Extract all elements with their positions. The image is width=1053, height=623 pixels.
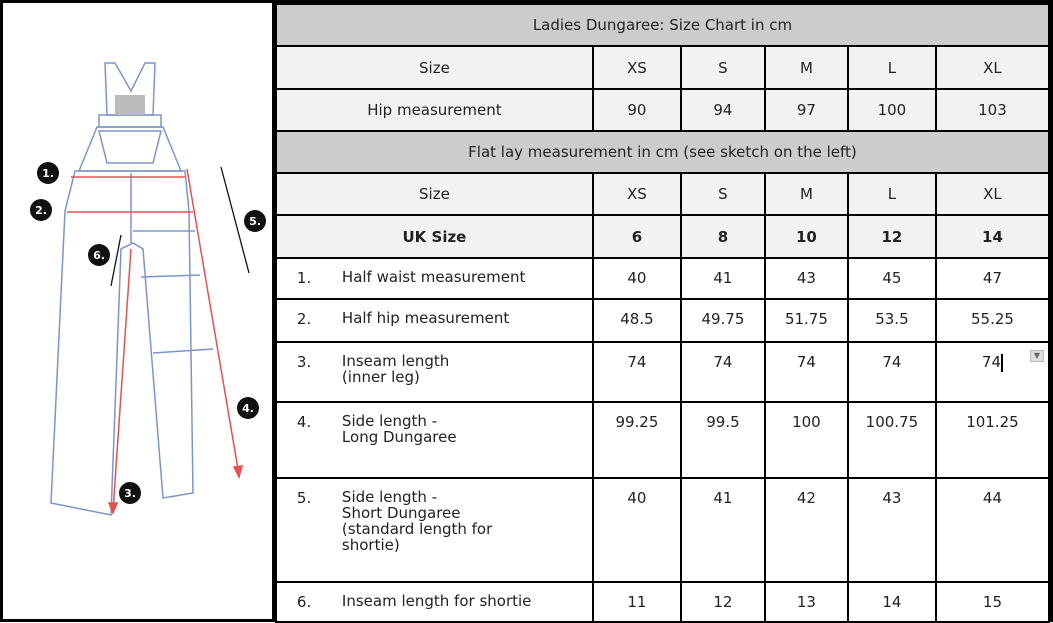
hip-cell: 100 bbox=[846, 88, 937, 132]
flat-size-row: Size XS S M L XL bbox=[274, 172, 1051, 216]
measurement-row: 4. Side length - Long Dungaree 99.25 99.5 10… bbox=[274, 401, 1051, 479]
value-cell: 41 bbox=[679, 477, 766, 583]
value-cell: 40 bbox=[591, 257, 682, 300]
uk-cell: 12 bbox=[846, 214, 937, 259]
size-chart-table: Ladies Dungaree: Size Chart in cm Size X… bbox=[274, 3, 1051, 623]
uk-size-row: UK Size 6 8 10 12 14 bbox=[274, 214, 1051, 259]
value-cell: 13 bbox=[763, 581, 849, 623]
dungaree-drawing: 1. 2. 3. 4. 5. 6. bbox=[30, 62, 266, 516]
measurement-row: 6. Inseam length for shortie 11 12 13 14 15 bbox=[274, 581, 1051, 623]
value-cell: 41 bbox=[679, 257, 766, 300]
row-label: Inseam length for shortie bbox=[333, 581, 594, 623]
measurement-row: 2. Half hip measurement 48.5 49.75 51.75 53.5… bbox=[274, 298, 1051, 343]
uk-size-label: UK Size bbox=[274, 214, 594, 259]
uk-cell: 6 bbox=[591, 214, 682, 259]
value-cell: 49.75 bbox=[679, 298, 766, 343]
size-cell: S bbox=[679, 172, 766, 216]
size-label: Size bbox=[274, 172, 594, 216]
value-cell: 43 bbox=[763, 257, 849, 300]
hip-row: Hip measurement 90 94 97 100 103 bbox=[274, 88, 1051, 132]
hip-cell: 94 bbox=[679, 88, 766, 132]
value-cell-editing[interactable]: 74 bbox=[934, 341, 1051, 403]
size-cell: S bbox=[679, 45, 766, 90]
value-cell: 48.5 bbox=[591, 298, 682, 343]
uk-cell: 10 bbox=[763, 214, 849, 259]
marker-5: 5. bbox=[249, 215, 261, 228]
size-label: Size bbox=[274, 45, 594, 90]
chart-title: Ladies Dungaree: Size Chart in cm bbox=[274, 3, 1051, 47]
dropdown-arrow-icon[interactable]: ▼ bbox=[1030, 350, 1044, 362]
size-cell: L bbox=[846, 45, 937, 90]
marker-6: 6. bbox=[93, 249, 105, 262]
row-number: 3. bbox=[274, 341, 334, 403]
chart-title-row: Ladies Dungaree: Size Chart in cm bbox=[274, 3, 1051, 47]
value-cell: 74 bbox=[679, 341, 766, 403]
size-cell: M bbox=[763, 45, 849, 90]
value-cell: 14 bbox=[846, 581, 937, 623]
size-cell: L bbox=[846, 172, 937, 216]
value-cell: 12 bbox=[679, 581, 766, 623]
row-number: 2. bbox=[274, 298, 334, 343]
hip-cell: 103 bbox=[934, 88, 1051, 132]
measurement-row: 5. Side length - Short Dungaree (standard… bbox=[274, 477, 1051, 583]
value-cell: 55.25 bbox=[934, 298, 1051, 343]
hip-cell: 97 bbox=[763, 88, 849, 132]
row-number: 4. bbox=[274, 401, 334, 479]
value-cell: 74 bbox=[846, 341, 937, 403]
text-cursor bbox=[1001, 353, 1003, 372]
row-number: 5. bbox=[274, 477, 334, 583]
value-cell: 100 bbox=[763, 401, 849, 479]
marker-1: 1. bbox=[42, 167, 54, 180]
row-label: Half waist measurement bbox=[333, 257, 594, 300]
value-cell: 15 bbox=[934, 581, 1051, 623]
uk-cell: 8 bbox=[679, 214, 766, 259]
flat-lay-title: Flat lay measurement in cm (see sketch o… bbox=[274, 130, 1051, 174]
value-cell: 43 bbox=[846, 477, 937, 583]
value-cell: 44 bbox=[934, 477, 1051, 583]
row-label: Side length - Short Dungaree (standard l… bbox=[333, 477, 594, 583]
value-cell: 99.25 bbox=[591, 401, 682, 479]
size-cell: XS bbox=[591, 172, 682, 216]
hip-label: Hip measurement bbox=[274, 88, 594, 132]
size-cell: XL bbox=[934, 172, 1051, 216]
row-number: 6. bbox=[274, 581, 334, 623]
row-label: Half hip measurement bbox=[333, 298, 594, 343]
hip-cell: 90 bbox=[591, 88, 682, 132]
value-cell: 74 bbox=[763, 341, 849, 403]
value-cell: 51.75 bbox=[763, 298, 849, 343]
size-cell: XL bbox=[934, 45, 1051, 90]
value-cell: 40 bbox=[591, 477, 682, 583]
value-cell: 11 bbox=[591, 581, 682, 623]
size-cell: XS bbox=[591, 45, 682, 90]
row-label: Side length - Long Dungaree bbox=[333, 401, 594, 479]
value-cell: 47 bbox=[934, 257, 1051, 300]
row-number: 1. bbox=[274, 257, 334, 300]
size-cell: M bbox=[763, 172, 849, 216]
row-label: Inseam length (inner leg) bbox=[333, 341, 594, 403]
marker-2: 2. bbox=[35, 204, 47, 217]
value-cell: 42 bbox=[763, 477, 849, 583]
measurement-row: 3. Inseam length (inner leg) 74 74 74 74 74 bbox=[274, 341, 1051, 403]
value-cell: 45 bbox=[846, 257, 937, 300]
size-row: Size XS S M L XL bbox=[274, 45, 1051, 90]
value-cell: 99.5 bbox=[679, 401, 766, 479]
measurement-row: 1. Half waist measurement 40 41 43 45 47 bbox=[274, 257, 1051, 300]
value-text: 74 bbox=[981, 353, 1001, 371]
value-cell: 53.5 bbox=[846, 298, 937, 343]
dungaree-sketch: 1. 2. 3. 4. 5. 6. bbox=[3, 3, 275, 619]
value-cell: 74 bbox=[591, 341, 682, 403]
value-cell: 101.25 bbox=[934, 401, 1051, 479]
marker-3: 3. bbox=[124, 487, 136, 500]
flat-lay-title-row: Flat lay measurement in cm (see sketch o… bbox=[274, 130, 1051, 174]
uk-cell: 14 bbox=[934, 214, 1051, 259]
value-cell: 100.75 bbox=[846, 401, 937, 479]
marker-4: 4. bbox=[242, 402, 254, 415]
